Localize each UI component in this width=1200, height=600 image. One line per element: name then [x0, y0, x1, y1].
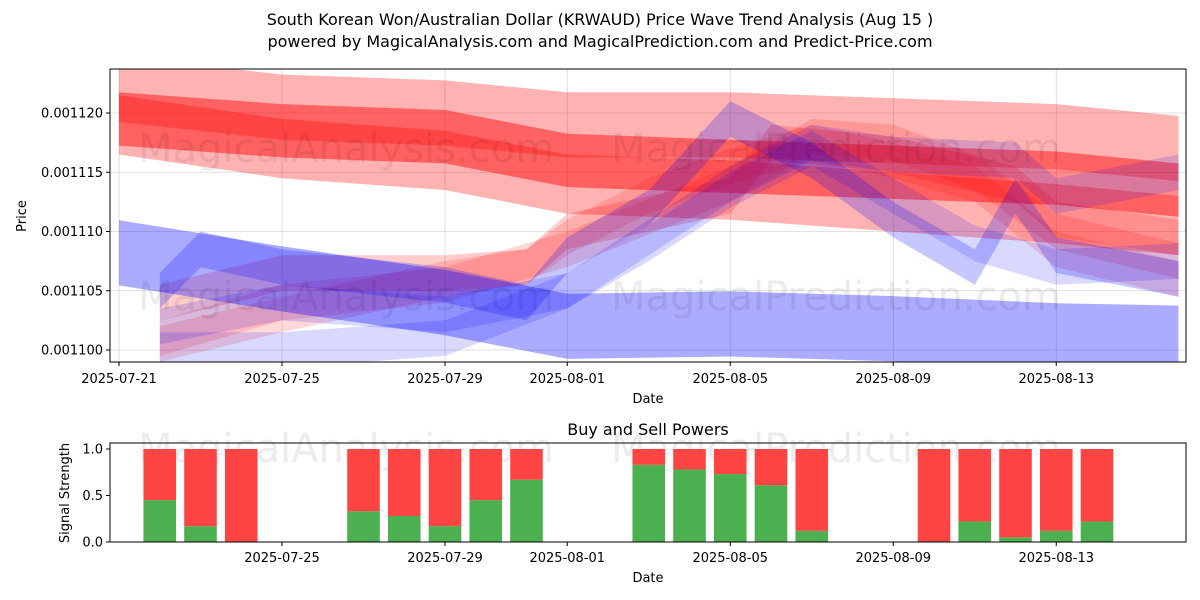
red-wave-band — [159, 124, 1179, 321]
red-wave-band — [119, 69, 1179, 182]
price-chart-xlabel: Date — [632, 392, 663, 407]
price-chart-ticks: 2025-07-21 2025-07-25 2025-07-29 2025-08-01… — [41, 107, 1094, 388]
chart-subtitle: powered by MagicalAnalysis.com and Magic… — [267, 32, 933, 51]
buy-bar — [428, 526, 462, 542]
bar-x-tick-label: 2025-08-09 — [855, 551, 931, 566]
bar-chart-title: Buy and Sell Powers — [567, 420, 729, 439]
bar-chart-xlabel: Date — [632, 571, 663, 586]
buy-sell-bars — [143, 449, 1114, 542]
sell-bar — [1039, 449, 1073, 531]
sell-bar — [347, 449, 380, 512]
buy-bar — [795, 530, 829, 542]
red-wave-band — [119, 95, 1179, 256]
y-tick-label: 0.001115 — [41, 166, 103, 181]
x-tick-label: 2025-08-09 — [855, 372, 931, 387]
bar-chart-frame — [109, 442, 1187, 543]
buy-bar — [510, 479, 543, 542]
y-tick-label: 0.001120 — [41, 107, 103, 122]
x-tick-label: 2025-07-29 — [407, 372, 483, 387]
red-wave-band — [159, 118, 1179, 356]
watermark-magicalanalysis-mid: MagicalAnalysis.com — [138, 274, 554, 320]
sell-bar — [510, 449, 543, 480]
watermark-magicalprediction-mid: MagicalPrediction.com — [611, 274, 1061, 320]
sell-bar — [999, 449, 1032, 538]
sell-bar — [1080, 449, 1114, 522]
buy-bar — [1039, 530, 1073, 542]
sell-bar — [387, 449, 421, 516]
bar-y-tick-label: 1.0 — [82, 443, 103, 458]
buy-bar — [143, 500, 177, 542]
x-tick-label: 2025-07-25 — [244, 372, 320, 387]
buy-bar — [469, 500, 503, 542]
sell-bar — [713, 449, 747, 475]
y-tick-label: 0.001100 — [41, 344, 103, 359]
sell-bar — [632, 449, 666, 465]
blue-wave-band — [119, 220, 1179, 362]
watermark-magicalanalysis-top: MagicalAnalysis.com — [138, 126, 554, 172]
buy-bar — [958, 521, 992, 542]
buy-bar — [387, 515, 421, 542]
buy-bar — [184, 526, 217, 542]
sell-bar — [754, 449, 788, 486]
bar-x-tick-label: 2025-07-25 — [244, 551, 320, 566]
bar-x-tick-label: 2025-07-29 — [407, 551, 483, 566]
bar-x-tick-label: 2025-08-01 — [529, 551, 605, 566]
blue-wave-band — [159, 101, 1179, 321]
price-chart-grid — [110, 69, 1186, 362]
sell-bar — [469, 449, 503, 501]
y-tick-label: 0.001110 — [41, 225, 103, 240]
sell-bar — [958, 449, 992, 522]
watermark-magicalprediction-top: MagicalPrediction.com — [611, 126, 1061, 172]
bar-y-tick-label: 0.0 — [82, 536, 103, 551]
sell-bar — [917, 449, 951, 542]
sell-bar — [224, 449, 258, 542]
blue-wave-band — [159, 124, 1179, 362]
red-wave-band — [119, 92, 1179, 217]
x-tick-label: 2025-08-05 — [692, 372, 768, 387]
buy-bar — [999, 537, 1032, 542]
sell-bar — [184, 449, 217, 527]
sell-bar — [143, 449, 177, 501]
price-chart-ylabel: Price — [15, 200, 30, 232]
x-tick-label: 2025-08-13 — [1018, 372, 1094, 387]
buy-bar — [673, 469, 706, 542]
chart-title: South Korean Won/Australian Dollar (KRWA… — [266, 10, 934, 29]
price-chart-frame — [109, 68, 1187, 363]
x-tick-label: 2025-08-01 — [529, 372, 605, 387]
bar-x-tick-label: 2025-08-13 — [1018, 551, 1094, 566]
bar-x-tick-label: 2025-08-05 — [692, 551, 768, 566]
x-tick-label: 2025-07-21 — [81, 372, 157, 387]
sell-bar — [795, 449, 829, 531]
y-tick-label: 0.001105 — [41, 284, 103, 299]
price-wave-bands — [119, 69, 1179, 362]
bar-chart-ylabel: Signal Strength — [58, 443, 73, 543]
buy-bar — [347, 511, 380, 542]
sell-bar — [673, 449, 706, 470]
buy-bar — [1080, 521, 1114, 542]
sell-bar — [428, 449, 462, 527]
bar-y-tick-label: 0.5 — [82, 489, 103, 504]
buy-bar — [754, 485, 788, 542]
buy-bar — [632, 464, 666, 542]
buy-bar — [713, 474, 747, 542]
blue-wave-band — [159, 130, 1179, 345]
bar-chart-ticks: 2025-07-25 2025-07-29 2025-08-01 2025-08-05… — [82, 443, 1094, 567]
red-wave-band — [159, 124, 1179, 362]
